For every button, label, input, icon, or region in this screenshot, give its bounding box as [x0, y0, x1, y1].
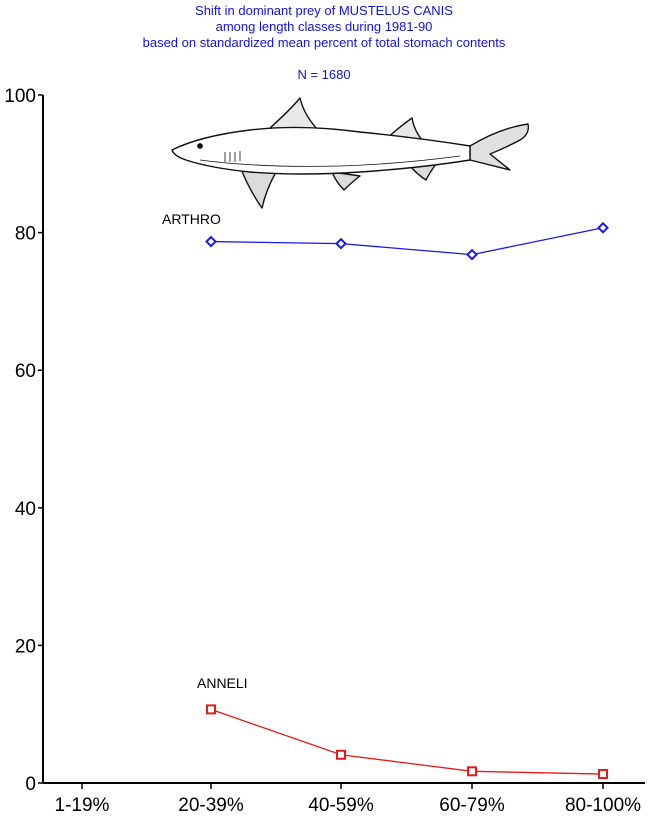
chart-title-line-1: Shift in dominant prey of MUSTELUS CANIS	[195, 3, 453, 18]
y-tick-label: 40	[15, 499, 36, 520]
y-tick-label: 80	[15, 224, 36, 245]
y-tick-label: 60	[15, 361, 36, 382]
x-tick-label: 60-79%	[439, 795, 505, 816]
chart-title-line-2: among length classes during 1981-90	[215, 19, 433, 34]
shark-illustration	[171, 97, 530, 209]
data-point-anneli	[467, 766, 477, 777]
data-point-arthro	[205, 235, 217, 248]
y-tick-label: 20	[15, 636, 36, 657]
data-point-arthro	[335, 237, 347, 250]
series-line-arthro	[210, 227, 604, 256]
y-tick-label: 100	[4, 86, 36, 107]
data-point-anneli	[336, 749, 346, 760]
series-label-arthro: ARTHRO	[162, 211, 221, 227]
x-tick-label: 1-19%	[55, 795, 110, 816]
data-point-arthro	[466, 248, 478, 261]
y-tick-label: 0	[25, 774, 36, 795]
x-tick-label: 40-59%	[308, 795, 374, 816]
data-point-arthro	[597, 221, 609, 234]
x-tick-label: 80-100%	[565, 795, 641, 816]
chart-title-line-3: based on standardized mean percent of to…	[142, 35, 506, 50]
x-tick-label: 20-39%	[178, 795, 244, 816]
data-point-anneli	[598, 769, 608, 780]
chart-subtitle: N = 1680	[297, 67, 351, 82]
series-label-anneli: ANNELI	[197, 675, 248, 691]
data-point-anneli	[206, 704, 216, 715]
series-line-anneli	[210, 708, 604, 775]
